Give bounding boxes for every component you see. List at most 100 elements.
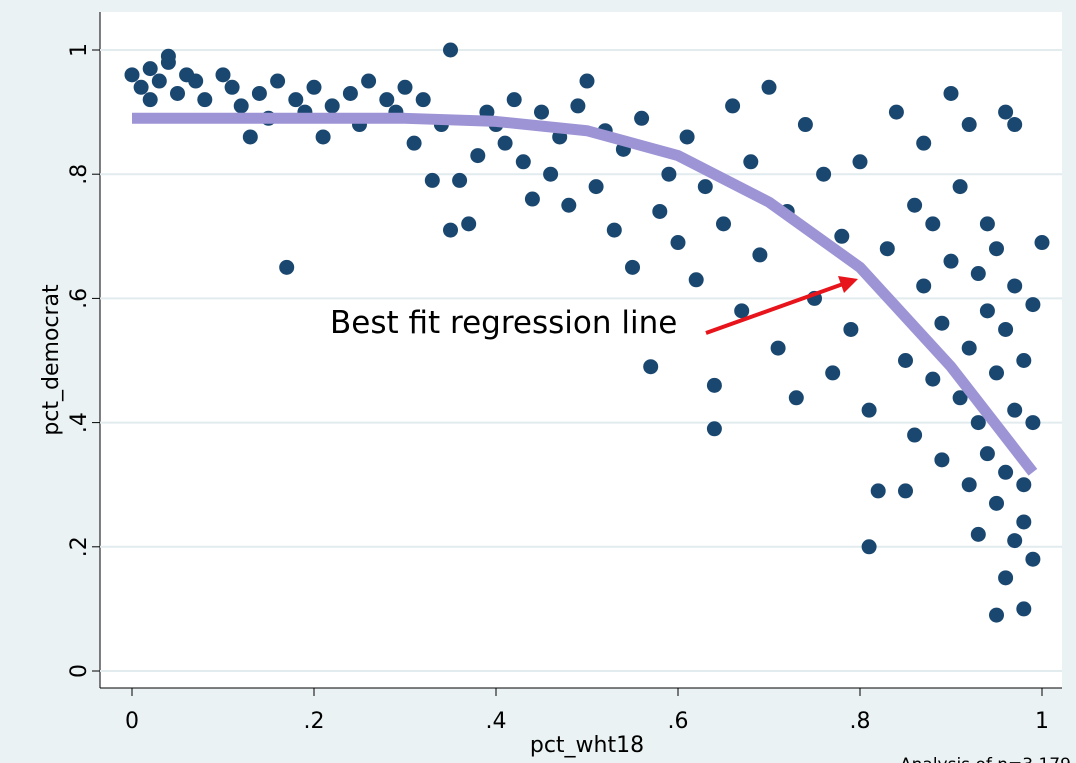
- point: [989, 241, 1004, 257]
- point: [1025, 415, 1041, 431]
- point: [989, 495, 1004, 511]
- point: [324, 98, 340, 114]
- point: [579, 73, 595, 89]
- annotation-arrow: [705, 282, 844, 335]
- point: [989, 607, 1004, 623]
- point: [934, 452, 950, 468]
- point: [1007, 533, 1023, 549]
- point: [1025, 551, 1041, 567]
- point: [461, 216, 477, 232]
- point: [133, 79, 149, 95]
- point: [588, 179, 604, 195]
- point: [1016, 514, 1032, 530]
- point: [443, 222, 458, 238]
- point: [861, 402, 877, 418]
- y-tick-label: .2: [67, 536, 92, 557]
- y-tick-label: 1: [67, 43, 92, 57]
- point: [1007, 402, 1023, 418]
- point: [925, 371, 941, 387]
- point: [470, 148, 486, 164]
- point: [1007, 278, 1023, 294]
- y-axis-title: pct_democrat: [39, 284, 64, 436]
- point: [142, 92, 158, 108]
- point: [197, 92, 213, 108]
- point: [534, 104, 549, 120]
- point: [506, 92, 522, 108]
- point: [970, 526, 986, 542]
- annotation: Best fit regression line: [330, 305, 677, 341]
- point: [1025, 297, 1041, 313]
- point: [625, 259, 640, 275]
- marks: [124, 42, 1050, 623]
- grid: [100, 49, 1062, 672]
- point: [834, 228, 850, 244]
- point: [734, 303, 750, 319]
- point: [998, 464, 1014, 480]
- x-tick-label: .4: [486, 709, 507, 734]
- point: [852, 154, 868, 170]
- point: [989, 365, 1004, 381]
- x-tick-label: .8: [850, 709, 871, 734]
- point: [770, 340, 786, 356]
- point: [306, 79, 322, 95]
- point: [998, 321, 1014, 337]
- point: [743, 154, 759, 170]
- point: [270, 73, 286, 89]
- fit-line: [132, 112, 1038, 476]
- point: [1016, 353, 1032, 368]
- point: [561, 197, 577, 213]
- point: [961, 477, 977, 493]
- point: [907, 197, 923, 213]
- y-tick-label: .4: [67, 412, 92, 433]
- point: [970, 266, 986, 282]
- point: [797, 117, 813, 133]
- point: [497, 135, 513, 151]
- point: [160, 48, 176, 64]
- point: [415, 92, 431, 108]
- point: [934, 315, 950, 331]
- point: [816, 166, 832, 182]
- x-tick-label: .2: [304, 709, 325, 734]
- point: [1007, 117, 1023, 133]
- point: [151, 73, 167, 89]
- point: [188, 73, 204, 89]
- point: [142, 61, 158, 77]
- point: [406, 135, 422, 151]
- point: [251, 85, 267, 101]
- point: [888, 104, 904, 120]
- x-tick-label: .6: [668, 709, 689, 734]
- point: [606, 222, 622, 238]
- point: [716, 216, 731, 232]
- point: [898, 483, 913, 499]
- point: [706, 421, 722, 437]
- point: [379, 92, 395, 108]
- point: [342, 85, 358, 101]
- point: [233, 98, 249, 114]
- point: [524, 191, 540, 207]
- point: [879, 241, 895, 257]
- axes: 0 .2 .4 .6 .8 1 0 .2 .4 .6 .8 1: [67, 43, 1049, 734]
- point: [788, 390, 804, 406]
- x-tick-label: 1: [1035, 709, 1049, 734]
- point: [979, 303, 995, 319]
- point: [397, 79, 413, 95]
- point: [1034, 235, 1050, 251]
- point: [706, 377, 722, 393]
- point: [1016, 477, 1032, 493]
- y-tick-label: .8: [67, 164, 92, 185]
- point: [443, 42, 458, 58]
- point: [670, 235, 686, 251]
- point: [570, 98, 586, 114]
- point: [224, 79, 240, 95]
- point: [998, 570, 1014, 586]
- x-axis-title: pct_wht18: [530, 733, 644, 758]
- point: [215, 67, 231, 83]
- point: [725, 98, 741, 114]
- point: [825, 365, 841, 381]
- point: [925, 216, 941, 232]
- x-tick-label: 0: [125, 709, 139, 734]
- point: [916, 135, 932, 151]
- point: [661, 166, 677, 182]
- point: [979, 446, 995, 462]
